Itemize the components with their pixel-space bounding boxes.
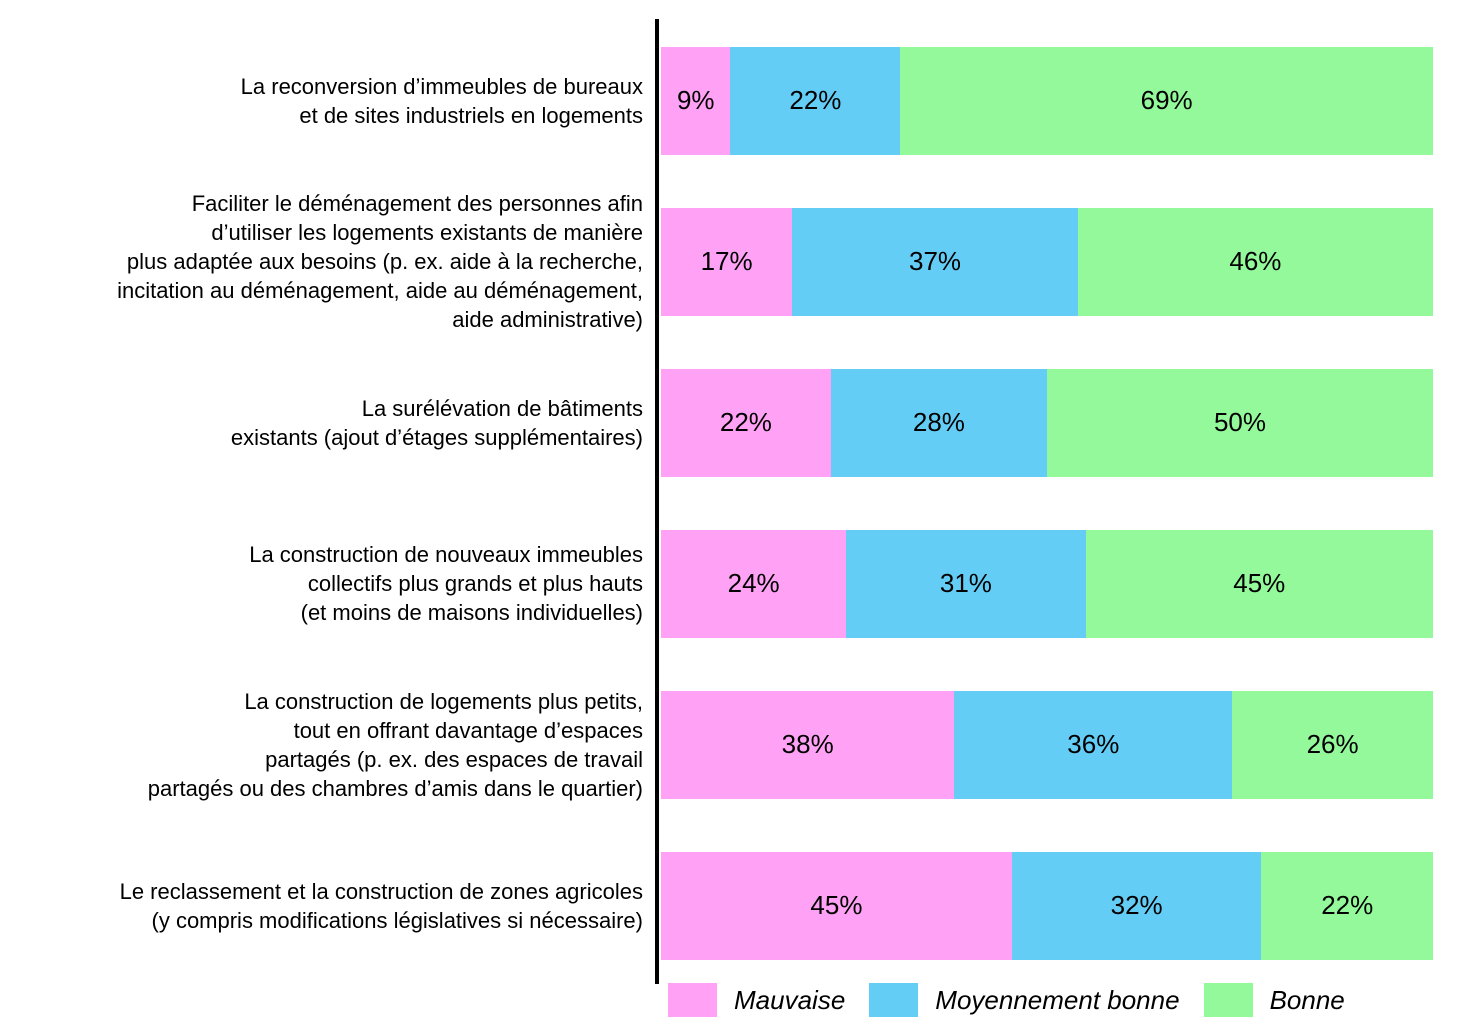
category-label: La construction de logements plus petits… [0, 687, 643, 803]
chart-row: La surélévation de bâtiments existants (a… [0, 342, 1459, 503]
category-label-line: plus adaptée aux besoins (p. ex. aide à … [126, 249, 643, 274]
bar-segment-mauvaise: 17% [661, 207, 793, 316]
segment-value-label: 9% [676, 85, 715, 115]
stacked-bar: 22% 28% 50% [661, 368, 1433, 477]
legend-swatch [668, 983, 717, 1017]
segment-value-label: 17% [700, 246, 753, 276]
category-label-line: Faciliter le déménagement des personnes … [191, 191, 643, 216]
segment-value-label: 22% [719, 407, 772, 437]
legend-swatch [1203, 983, 1253, 1017]
bar-segment-mauvaise: 22% [661, 368, 831, 477]
bar-segment-bonne: 22% [1261, 851, 1433, 960]
stacked-bar: 17% 37% 46% [661, 207, 1433, 316]
segment-value-label: 22% [789, 85, 842, 115]
category-label-line: incitation au déménagement, aide au démé… [117, 278, 643, 303]
chart-row: Le reclassement et la construction de zo… [0, 825, 1459, 986]
stacked-bar: 9% 22% 69% [661, 46, 1433, 155]
category-label-line: (y compris modifications législatives si… [151, 907, 644, 933]
category-label-line: tout en offrant davantage d’espaces [293, 717, 643, 743]
category-label-line: existants (ajout d’étages supplémentaire… [230, 424, 643, 450]
category-label-line: La surélévation de bâtiments [361, 395, 643, 421]
category-label-line: et de sites industriels en logements [299, 102, 643, 128]
chart-row: La construction de logements plus petits… [0, 664, 1459, 825]
chart-row: La construction de nouveaux immeubles col… [0, 503, 1459, 664]
segment-value-label: 22% [1321, 890, 1374, 920]
legend-swatch [869, 983, 919, 1017]
category-label-line: partagés (p. ex. des espaces de travail [265, 746, 643, 772]
bar-segment-moyennement-bonne: 28% [830, 368, 1047, 477]
segment-value-label: 32% [1110, 890, 1163, 920]
segment-value-label: 46% [1229, 246, 1282, 276]
bar-segment-bonne: 45% [1085, 529, 1433, 638]
category-label-line: collectifs plus grands et plus hauts [307, 571, 643, 596]
segment-value-label: 50% [1213, 407, 1266, 437]
bar-segment-bonne: 69% [900, 46, 1433, 155]
bar-segment-moyennement-bonne: 32% [1011, 851, 1262, 960]
segment-value-label: 36% [1067, 729, 1120, 759]
category-label-line: aide administrative) [452, 307, 643, 332]
segment-value-label: 24% [727, 568, 780, 598]
legend-label: Mauvaise [734, 984, 846, 1015]
segment-value-label: 45% [810, 890, 863, 920]
legend-label: Bonne [1269, 984, 1345, 1015]
legend-item-moyennement-bonne: Moyennement bonne [869, 983, 1180, 1017]
legend-item-bonne: Bonne [1203, 983, 1345, 1017]
bar-segment-mauvaise: 45% [661, 851, 1012, 960]
bar-segment-mauvaise: 9% [661, 46, 731, 155]
category-label-line: (et moins de maisons individuelles) [300, 600, 643, 625]
segment-value-label: 69% [1140, 85, 1193, 115]
bar-segment-bonne: 46% [1077, 207, 1433, 316]
segment-value-label: 38% [781, 729, 834, 759]
segment-value-label: 31% [939, 568, 992, 598]
segment-value-label: 45% [1233, 568, 1286, 598]
chart-legend: Mauvaise Moyennement bonne Bonne [668, 983, 1345, 1017]
category-label: La surélévation de bâtiments existants (a… [0, 394, 643, 452]
stacked-bar: 45% 32% 22% [661, 851, 1433, 960]
legend-label: Moyennement bonne [935, 984, 1180, 1015]
stacked-bar: 38% 36% 26% [661, 690, 1433, 799]
category-label-line: partagés ou des chambres d’amis dans le … [147, 775, 643, 801]
segment-value-label: 28% [912, 407, 965, 437]
bar-segment-moyennement-bonne: 31% [846, 529, 1086, 638]
legend-item-mauvaise: Mauvaise [668, 983, 845, 1017]
category-label-line: Le reclassement et la construction de zo… [119, 878, 643, 904]
bar-segment-moyennement-bonne: 22% [730, 46, 901, 155]
category-label-line: La reconversion d’immeubles de bureaux [240, 73, 643, 99]
y-axis-line [655, 19, 659, 984]
bar-segment-moyennement-bonne: 37% [792, 207, 1078, 316]
bar-segment-mauvaise: 38% [661, 690, 955, 799]
category-label: Faciliter le déménagement des personnes … [0, 189, 643, 334]
chart-row: Faciliter le déménagement des personnes … [0, 181, 1459, 342]
bar-segment-bonne: 50% [1046, 368, 1433, 477]
chart-row: La reconversion d’immeubles de bureaux et… [0, 20, 1459, 181]
bar-segment-bonne: 26% [1232, 690, 1433, 799]
bar-segment-moyennement-bonne: 36% [954, 690, 1233, 799]
category-label: La reconversion d’immeubles de bureaux et… [0, 72, 643, 130]
category-label: La construction de nouveaux immeubles col… [0, 540, 643, 627]
bar-segment-mauvaise: 24% [661, 529, 847, 638]
segment-value-label: 37% [909, 246, 962, 276]
segment-value-label: 26% [1306, 729, 1359, 759]
category-label-line: La construction de nouveaux immeubles [249, 542, 643, 567]
category-label-line: d’utiliser les logements existants de ma… [211, 220, 643, 245]
chart-rows: La reconversion d’immeubles de bureaux et… [0, 20, 1459, 986]
category-label-line: La construction de logements plus petits… [244, 688, 643, 714]
stacked-bar: 24% 31% 45% [661, 529, 1433, 638]
category-label: Le reclassement et la construction de zo… [0, 877, 643, 935]
